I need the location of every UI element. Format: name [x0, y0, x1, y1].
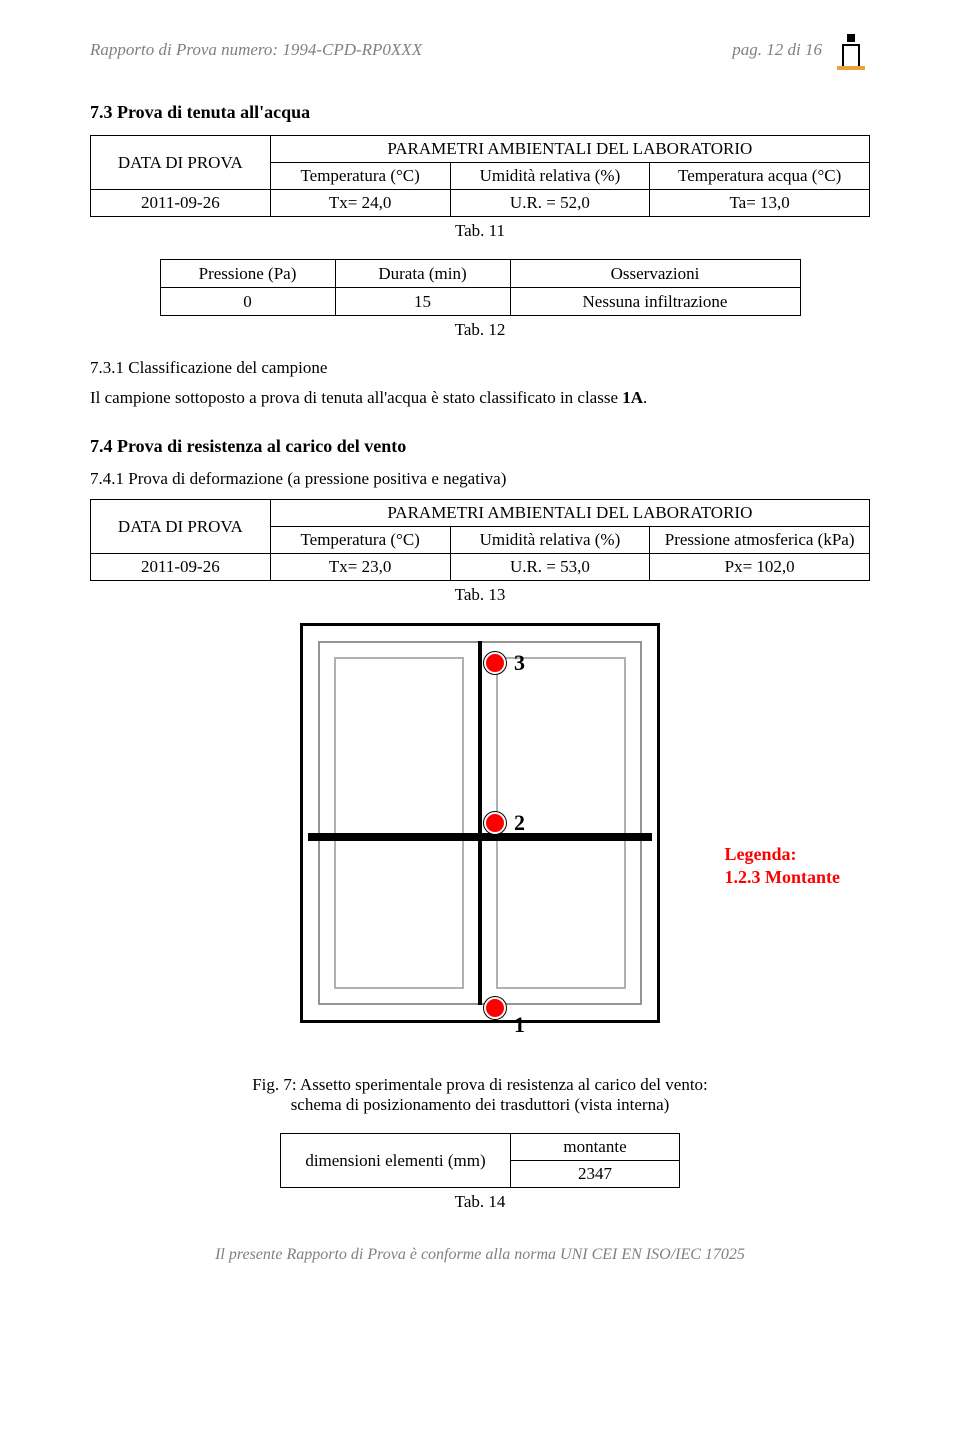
cell-umidita-2: Umidità relativa (%) [450, 527, 650, 554]
page-header: Rapporto di Prova numero: 1994-CPD-RP0XX… [90, 40, 870, 82]
cell-pressione: Pressione atmosferica (kPa) [650, 527, 870, 554]
section-7-4-heading: 7.4 Prova di resistenza al carico del ve… [90, 436, 870, 457]
figure-7-caption: Fig. 7: Assetto sperimentale prova di re… [90, 1075, 870, 1115]
obs-v1: 0 [160, 288, 335, 316]
page: Rapporto di Prova numero: 1994-CPD-RP0XX… [0, 0, 960, 1304]
cell-data-di-prova-2: DATA DI PROVA [91, 500, 271, 554]
brand-logo-icon [832, 34, 870, 82]
cell-temp-acqua: Temperatura acqua (°C) [650, 163, 870, 190]
legend-line: 1.2.3 Montante [725, 866, 841, 889]
params-table-7-3: DATA DI PROVA PARAMETRI AMBIENTALI DEL L… [90, 135, 870, 217]
marker-2-label: 2 [514, 810, 525, 836]
cell-params-header: PARAMETRI AMBIENTALI DEL LABORATORIO [270, 136, 869, 163]
marker-1 [484, 997, 506, 1019]
obs-h3: Osservazioni [510, 260, 800, 288]
figure-7-diagram: 3 2 1 [300, 623, 660, 1023]
marker-3-label: 3 [514, 650, 525, 676]
observation-table: Pressione (Pa) Durata (min) Osservazioni… [160, 259, 801, 316]
cell-tx-2: Tx= 23,0 [270, 554, 450, 581]
marker-2 [484, 812, 506, 834]
cell-ur: U.R. = 52,0 [450, 190, 650, 217]
section-7-3-1-heading: 7.3.1 Classificazione del campione [90, 358, 870, 378]
tab-12-caption: Tab. 12 [90, 320, 870, 340]
section-7-3-heading: 7.3 Prova di tenuta all'acqua [90, 102, 870, 123]
door-center-mullion [478, 641, 482, 1005]
class-text-a: Il campione sottoposto a prova di tenuta… [90, 388, 622, 407]
params-table-7-4: DATA DI PROVA PARAMETRI AMBIENTALI DEL L… [90, 499, 870, 581]
figure-7-wrap: 3 2 1 Legenda: 1.2.3 Montante [90, 623, 870, 1053]
cell-ur-2: U.R. = 53,0 [450, 554, 650, 581]
legend-title: Legenda: [725, 843, 841, 866]
tab-13-caption: Tab. 13 [90, 585, 870, 605]
section-7-4-1-heading: 7.4.1 Prova di deformazione (a pressione… [90, 469, 870, 489]
panel-line [334, 657, 336, 989]
cell-px: Px= 102,0 [650, 554, 870, 581]
header-right-group: pag. 12 di 16 [732, 40, 870, 82]
marker-1-label: 1 [514, 1012, 525, 1038]
dim-col: montante [511, 1134, 680, 1161]
obs-h1: Pressione (Pa) [160, 260, 335, 288]
dim-val: 2347 [511, 1161, 680, 1188]
cell-params-header-2: PARAMETRI AMBIENTALI DEL LABORATORIO [270, 500, 869, 527]
panel-line [462, 657, 464, 989]
push-bar-left [308, 833, 480, 841]
tab-11-caption: Tab. 11 [90, 221, 870, 241]
panel-line [624, 657, 626, 989]
figure-7-caption-text: Fig. 7: Assetto sperimentale prova di re… [252, 1075, 708, 1114]
tab-14-caption: Tab. 14 [90, 1192, 870, 1212]
cell-tx: Tx= 24,0 [270, 190, 450, 217]
cell-ta: Ta= 13,0 [650, 190, 870, 217]
obs-v3: Nessuna infiltrazione [510, 288, 800, 316]
class-text-c: . [643, 388, 647, 407]
panel-line [334, 657, 464, 659]
header-left: Rapporto di Prova numero: 1994-CPD-RP0XX… [90, 40, 422, 60]
class-text-b: 1A [622, 388, 643, 407]
cell-umidita: Umidità relativa (%) [450, 163, 650, 190]
cell-date-2: 2011-09-26 [91, 554, 271, 581]
page-footer: Il presente Rapporto di Prova è conforme… [90, 1246, 870, 1264]
classification-text: Il campione sottoposto a prova di tenuta… [90, 388, 870, 408]
dim-label: dimensioni elementi (mm) [281, 1134, 511, 1188]
cell-temp-c-2: Temperatura (°C) [270, 527, 450, 554]
figure-legend: Legenda: 1.2.3 Montante [725, 843, 841, 888]
header-page-number: pag. 12 di 16 [732, 40, 822, 60]
cell-temp-c: Temperatura (°C) [270, 163, 450, 190]
obs-h2: Durata (min) [335, 260, 510, 288]
cell-date: 2011-09-26 [91, 190, 271, 217]
obs-v2: 15 [335, 288, 510, 316]
push-bar-right [480, 833, 652, 841]
dimensions-table: dimensioni elementi (mm) montante 2347 [280, 1133, 680, 1188]
panel-line [496, 987, 626, 989]
marker-3 [484, 652, 506, 674]
panel-line [334, 987, 464, 989]
cell-data-di-prova: DATA DI PROVA [91, 136, 271, 190]
